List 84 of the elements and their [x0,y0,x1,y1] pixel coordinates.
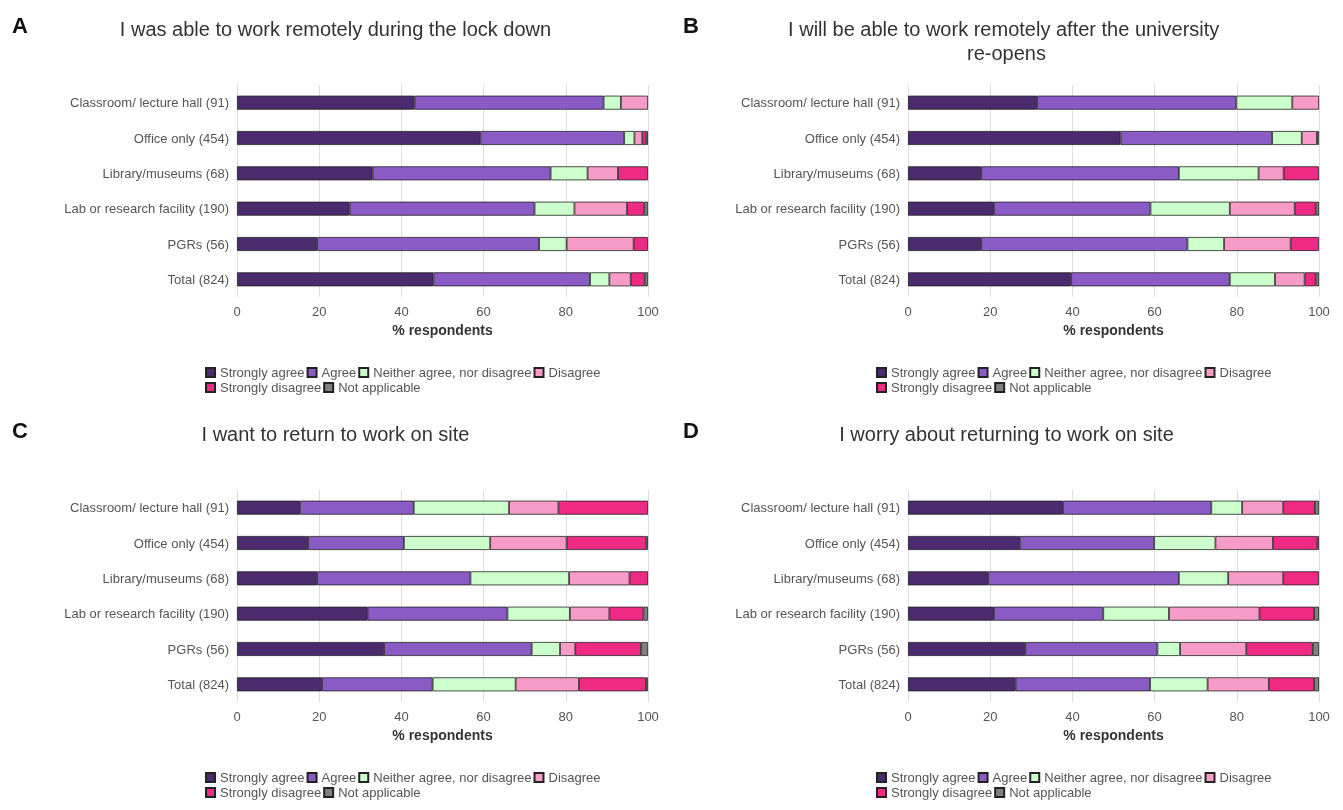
legend-label: Strongly agree [891,365,976,380]
x-axis-title: % respondents [1063,322,1164,338]
x-tick-label: 100 [637,304,659,319]
y-tick-label: Office only (454) [133,130,229,146]
x-tick-label: 40 [1065,709,1080,724]
chart-title: I will be able to work remotely after the university re-opens [788,18,1225,64]
x-tick-label: 60 [476,304,491,319]
x-tick-label: 60 [1147,709,1162,724]
y-tick-label: Classroom/ lecture hall (91) [741,500,900,516]
y-tick-label: Classroom/ lecture hall (91) [70,95,229,111]
legend-label: Strongly agree [220,770,305,785]
y-tick-label: PGRs (56) [838,641,900,657]
x-tick-label: 20 [982,709,998,724]
y-tick-label: Lab or research facility (190) [64,606,229,622]
x-tick-label: 80 [558,709,574,724]
x-axis-title: % respondents [392,727,493,743]
x-tick-label: 20 [982,304,998,319]
x-axis-title: % respondents [392,322,493,338]
y-tick-label: Lab or research facility (190) [735,201,900,217]
legend-label: Agree [321,770,357,785]
legend-label: Strongly disagree [891,380,993,395]
chart-title: I was able to work remotely during the lock down [119,18,552,40]
x-tick-label: 100 [1308,709,1330,724]
legend-label: Agree [321,365,357,380]
legend-label: Strongly disagree [220,785,322,800]
text: C [12,417,28,443]
x-tick-label: 0 [233,709,241,724]
x-tick-label: 20 [311,709,327,724]
text: B [683,12,699,38]
text: A [12,12,28,38]
y-tick-label: Total (824) [167,676,229,692]
legend-label: Disagree [548,365,601,380]
x-tick-label: 80 [558,304,574,319]
y-tick-label: Lab or research facility (190) [735,606,900,622]
y-tick-label: Total (824) [838,271,900,287]
legend-label: Neither agree, nor disagree [373,365,532,380]
legend-label: Not applicable [338,785,421,800]
legend-label: Disagree [1219,770,1272,785]
y-tick-label: Office only (454) [133,535,229,551]
y-tick-label: Classroom/ lecture hall (91) [741,95,900,111]
y-tick-label: Total (824) [167,271,229,287]
legend-label: Strongly agree [891,770,976,785]
legend-label: Neither agree, nor disagree [1044,365,1203,380]
legend-label: Disagree [548,770,601,785]
legend-label: Not applicable [338,380,421,395]
x-tick-label: 60 [1147,304,1162,319]
y-tick-label: PGRs (56) [167,641,229,657]
x-tick-label: 40 [394,709,409,724]
x-tick-label: 0 [233,304,241,319]
x-tick-label: 0 [904,304,912,319]
y-tick-label: Office only (454) [804,130,900,146]
x-tick-label: 80 [1229,304,1245,319]
x-tick-label: 60 [476,709,491,724]
legend-label: Disagree [1219,365,1272,380]
x-tick-label: 80 [1229,709,1245,724]
legend-label: Agree [992,770,1028,785]
legend-label: Neither agree, nor disagree [1044,770,1203,785]
x-tick-label: 40 [394,304,409,319]
y-tick-label: Library/museums (68) [102,165,229,181]
legend-label: Not applicable [1009,785,1092,800]
y-tick-label: Total (824) [838,676,900,692]
x-tick-label: 100 [1308,304,1330,319]
chart-title: I want to return to work on site [201,423,470,445]
legend-label: Strongly disagree [891,785,993,800]
y-tick-label: Library/museums (68) [773,570,900,586]
y-tick-label: Library/museums (68) [773,165,900,181]
x-tick-label: 0 [904,709,912,724]
y-tick-label: Library/museums (68) [102,570,229,586]
x-tick-label: 40 [1065,304,1080,319]
legend-label: Neither agree, nor disagree [373,770,532,785]
legend-label: Not applicable [1009,380,1092,395]
y-tick-label: PGRs (56) [167,236,229,252]
legend-label: Strongly disagree [220,380,322,395]
y-tick-label: PGRs (56) [838,236,900,252]
x-axis-title: % respondents [1063,727,1164,743]
x-tick-label: 20 [311,304,327,319]
text: D [683,417,699,443]
y-tick-label: Office only (454) [804,535,900,551]
x-tick-label: 100 [637,709,659,724]
y-tick-label: Lab or research facility (190) [64,201,229,217]
y-tick-label: Classroom/ lecture hall (91) [70,500,229,516]
legend-label: Agree [992,365,1028,380]
legend-label: Strongly agree [220,365,305,380]
chart-title: I worry about returning to work on site [839,423,1174,445]
